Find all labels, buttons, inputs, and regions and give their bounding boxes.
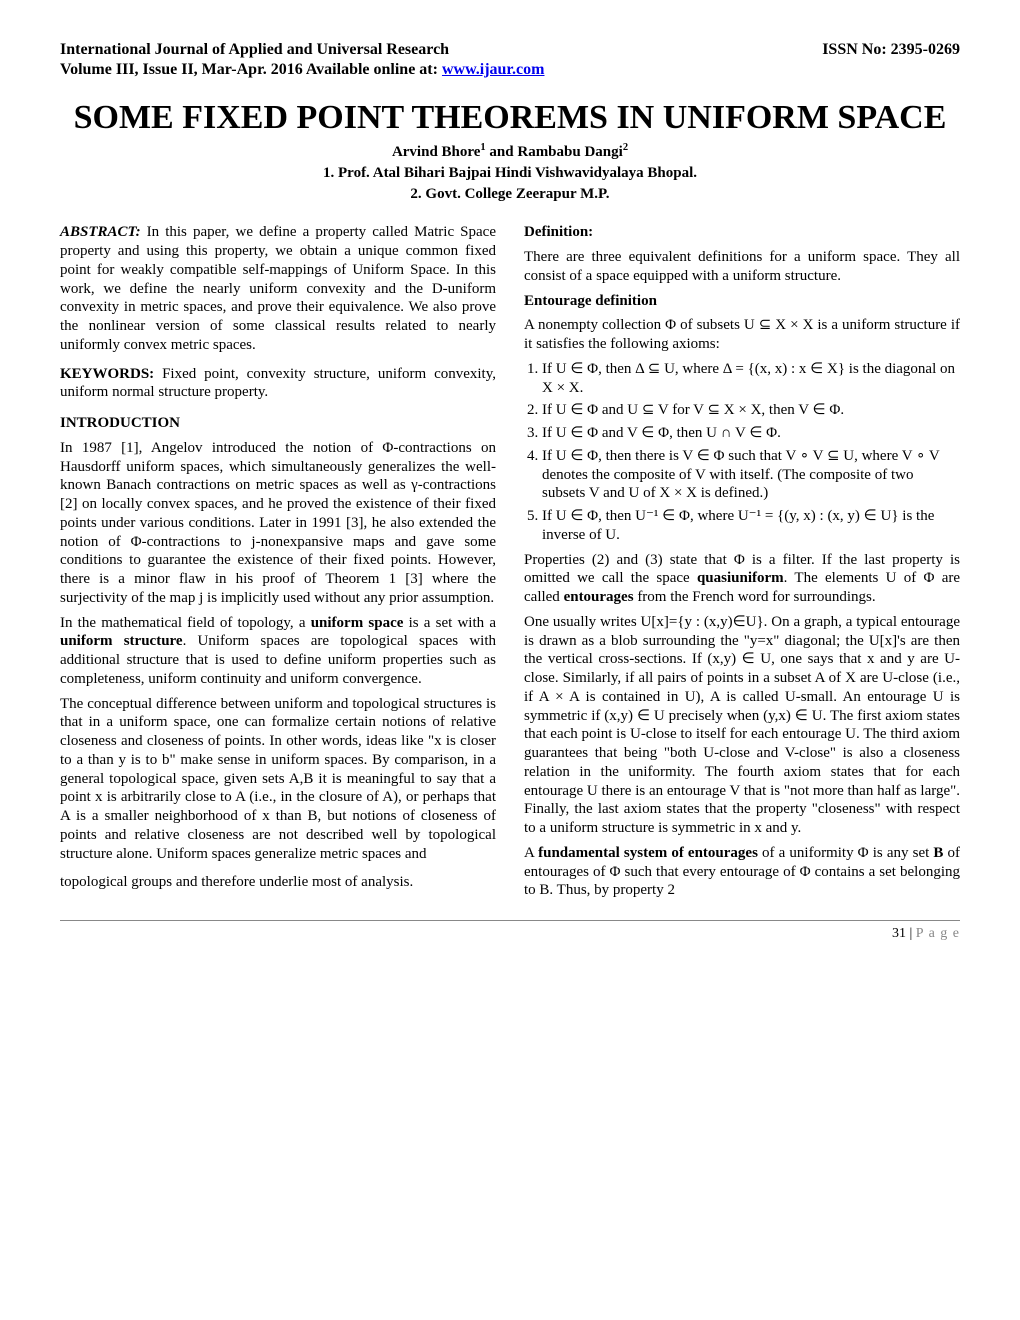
- properties-p3: A fundamental system of entourages of a …: [524, 844, 960, 900]
- affiliation-1: 1. Prof. Atal Bihari Bajpai Hindi Vishwa…: [60, 164, 960, 183]
- journal-name: International Journal of Applied and Uni…: [60, 40, 449, 60]
- axiom-2: If U ∈ Φ and U ⊆ V for V ⊆ X × X, then V…: [542, 401, 960, 420]
- axiom-5: If U ∈ Φ, then U⁻¹ ∈ Φ, where U⁻¹ = {(y,…: [542, 507, 960, 545]
- running-header: International Journal of Applied and Uni…: [60, 40, 960, 60]
- properties-p2: One usually writes U[x]={y : (x,y)∈U}. O…: [524, 613, 960, 838]
- axiom-1: If U ∈ Φ, then Δ ⊆ U, where Δ = {(x, x) …: [542, 360, 960, 398]
- abstract-paragraph: ABSTRACT: In this paper, we define a pro…: [60, 223, 496, 354]
- page-number: 31 | P a g e: [60, 925, 960, 943]
- axiom-4: If U ∈ Φ, then there is V ∈ Φ such that …: [542, 447, 960, 503]
- volume-text: Volume III, Issue II, Mar-Apr. 2016 Avai…: [60, 61, 442, 78]
- volume-line: Volume III, Issue II, Mar-Apr. 2016 Avai…: [60, 60, 960, 80]
- term-set-b: B: [933, 845, 943, 861]
- props1-suffix: from the French word for surroundings.: [634, 589, 876, 605]
- abstract-label: ABSTRACT:: [60, 224, 141, 240]
- affiliation-2: 2. Govt. College Zeerapur M.P.: [60, 185, 960, 204]
- properties-p1: Properties (2) and (3) state that Φ is a…: [524, 551, 960, 607]
- journal-url-link[interactable]: www.ijaur.com: [442, 61, 545, 78]
- issn-number: ISSN No: 2395-0269: [822, 40, 960, 60]
- entourage-lead: A nonempty collection Φ of subsets U ⊆ X…: [524, 316, 960, 354]
- term-fundamental-system: fundamental system of entourages: [538, 845, 758, 861]
- keywords-paragraph: KEYWORDS: Fixed point, convexity structu…: [60, 365, 496, 403]
- props3-prefix: A: [524, 845, 538, 861]
- keywords-label: KEYWORDS:: [60, 366, 154, 382]
- definition-heading: Definition:: [524, 223, 960, 242]
- authors-line: Arvind Bhore1 and Rambabu Dangi2: [60, 141, 960, 162]
- page-number-value: 31 |: [892, 926, 916, 941]
- entourage-heading: Entourage definition: [524, 292, 960, 311]
- intro-p3: The conceptual difference between unifor…: [60, 695, 496, 864]
- term-uniform-space: uniform space: [311, 615, 404, 631]
- two-column-body: ABSTRACT: In this paper, we define a pro…: [60, 223, 960, 902]
- intro-p2-prefix: In the mathematical field of topology, a: [60, 615, 311, 631]
- axiom-list: If U ∈ Φ, then Δ ⊆ U, where Δ = {(x, x) …: [542, 360, 960, 545]
- page-label: P a g e: [916, 926, 960, 941]
- props3-mid: of a uniformity Φ is any set: [758, 845, 933, 861]
- paper-title: SOME FIXED POINT THEOREMS IN UNIFORM SPA…: [60, 98, 960, 137]
- term-quasiuniform: quasiuniform: [697, 570, 784, 586]
- footer-rule: [60, 920, 960, 921]
- definition-intro: There are three equivalent definitions f…: [524, 248, 960, 286]
- axiom-3: If U ∈ Φ and V ∈ Φ, then U ∩ V ∈ Φ.: [542, 424, 960, 443]
- term-entourages: entourages: [564, 589, 634, 605]
- intro-p4: topological groups and therefore underli…: [60, 873, 496, 892]
- intro-p2: In the mathematical field of topology, a…: [60, 614, 496, 689]
- term-uniform-structure: uniform structure: [60, 633, 183, 649]
- intro-p2-mid: is a set with a: [403, 615, 496, 631]
- intro-p1: In 1987 [1], Angelov introduced the noti…: [60, 439, 496, 608]
- abstract-text: In this paper, we define a property call…: [60, 224, 496, 353]
- introduction-heading: INTRODUCTION: [60, 414, 496, 433]
